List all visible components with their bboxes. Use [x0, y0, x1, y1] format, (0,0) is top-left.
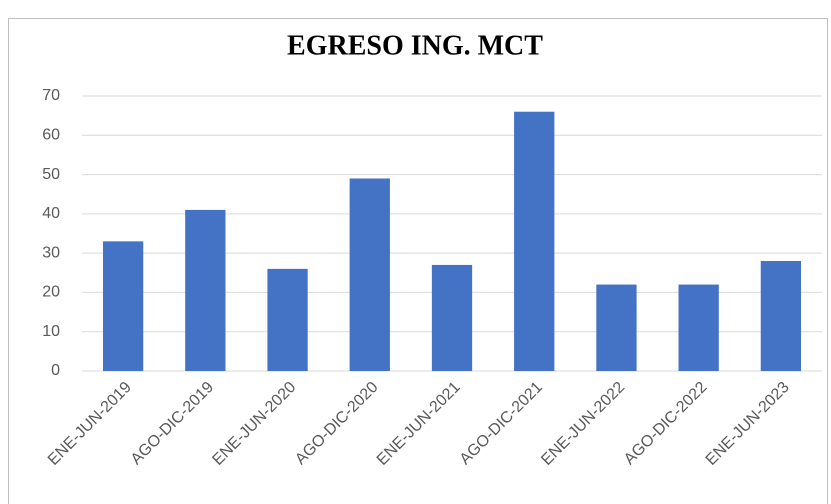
bar: [431, 264, 473, 371]
y-tick-label: 20: [42, 284, 60, 301]
y-tick-label: 40: [42, 205, 60, 222]
y-tick-label: 60: [42, 127, 60, 144]
bar: [678, 284, 719, 371]
bar: [267, 268, 308, 371]
bar: [760, 261, 802, 371]
bar: [596, 284, 637, 371]
y-tick-label: 10: [42, 323, 60, 340]
y-tick-label: 0: [51, 362, 60, 379]
chart-border: [8, 18, 828, 504]
bar: [514, 111, 555, 371]
bar: [349, 178, 390, 371]
y-tick-label: 70: [42, 87, 60, 104]
bar: [185, 209, 226, 371]
chart-title: EGRESO ING. MCT: [287, 30, 543, 61]
bar: [102, 241, 144, 371]
y-tick-label: 30: [42, 244, 60, 261]
y-tick-label: 50: [42, 166, 60, 183]
